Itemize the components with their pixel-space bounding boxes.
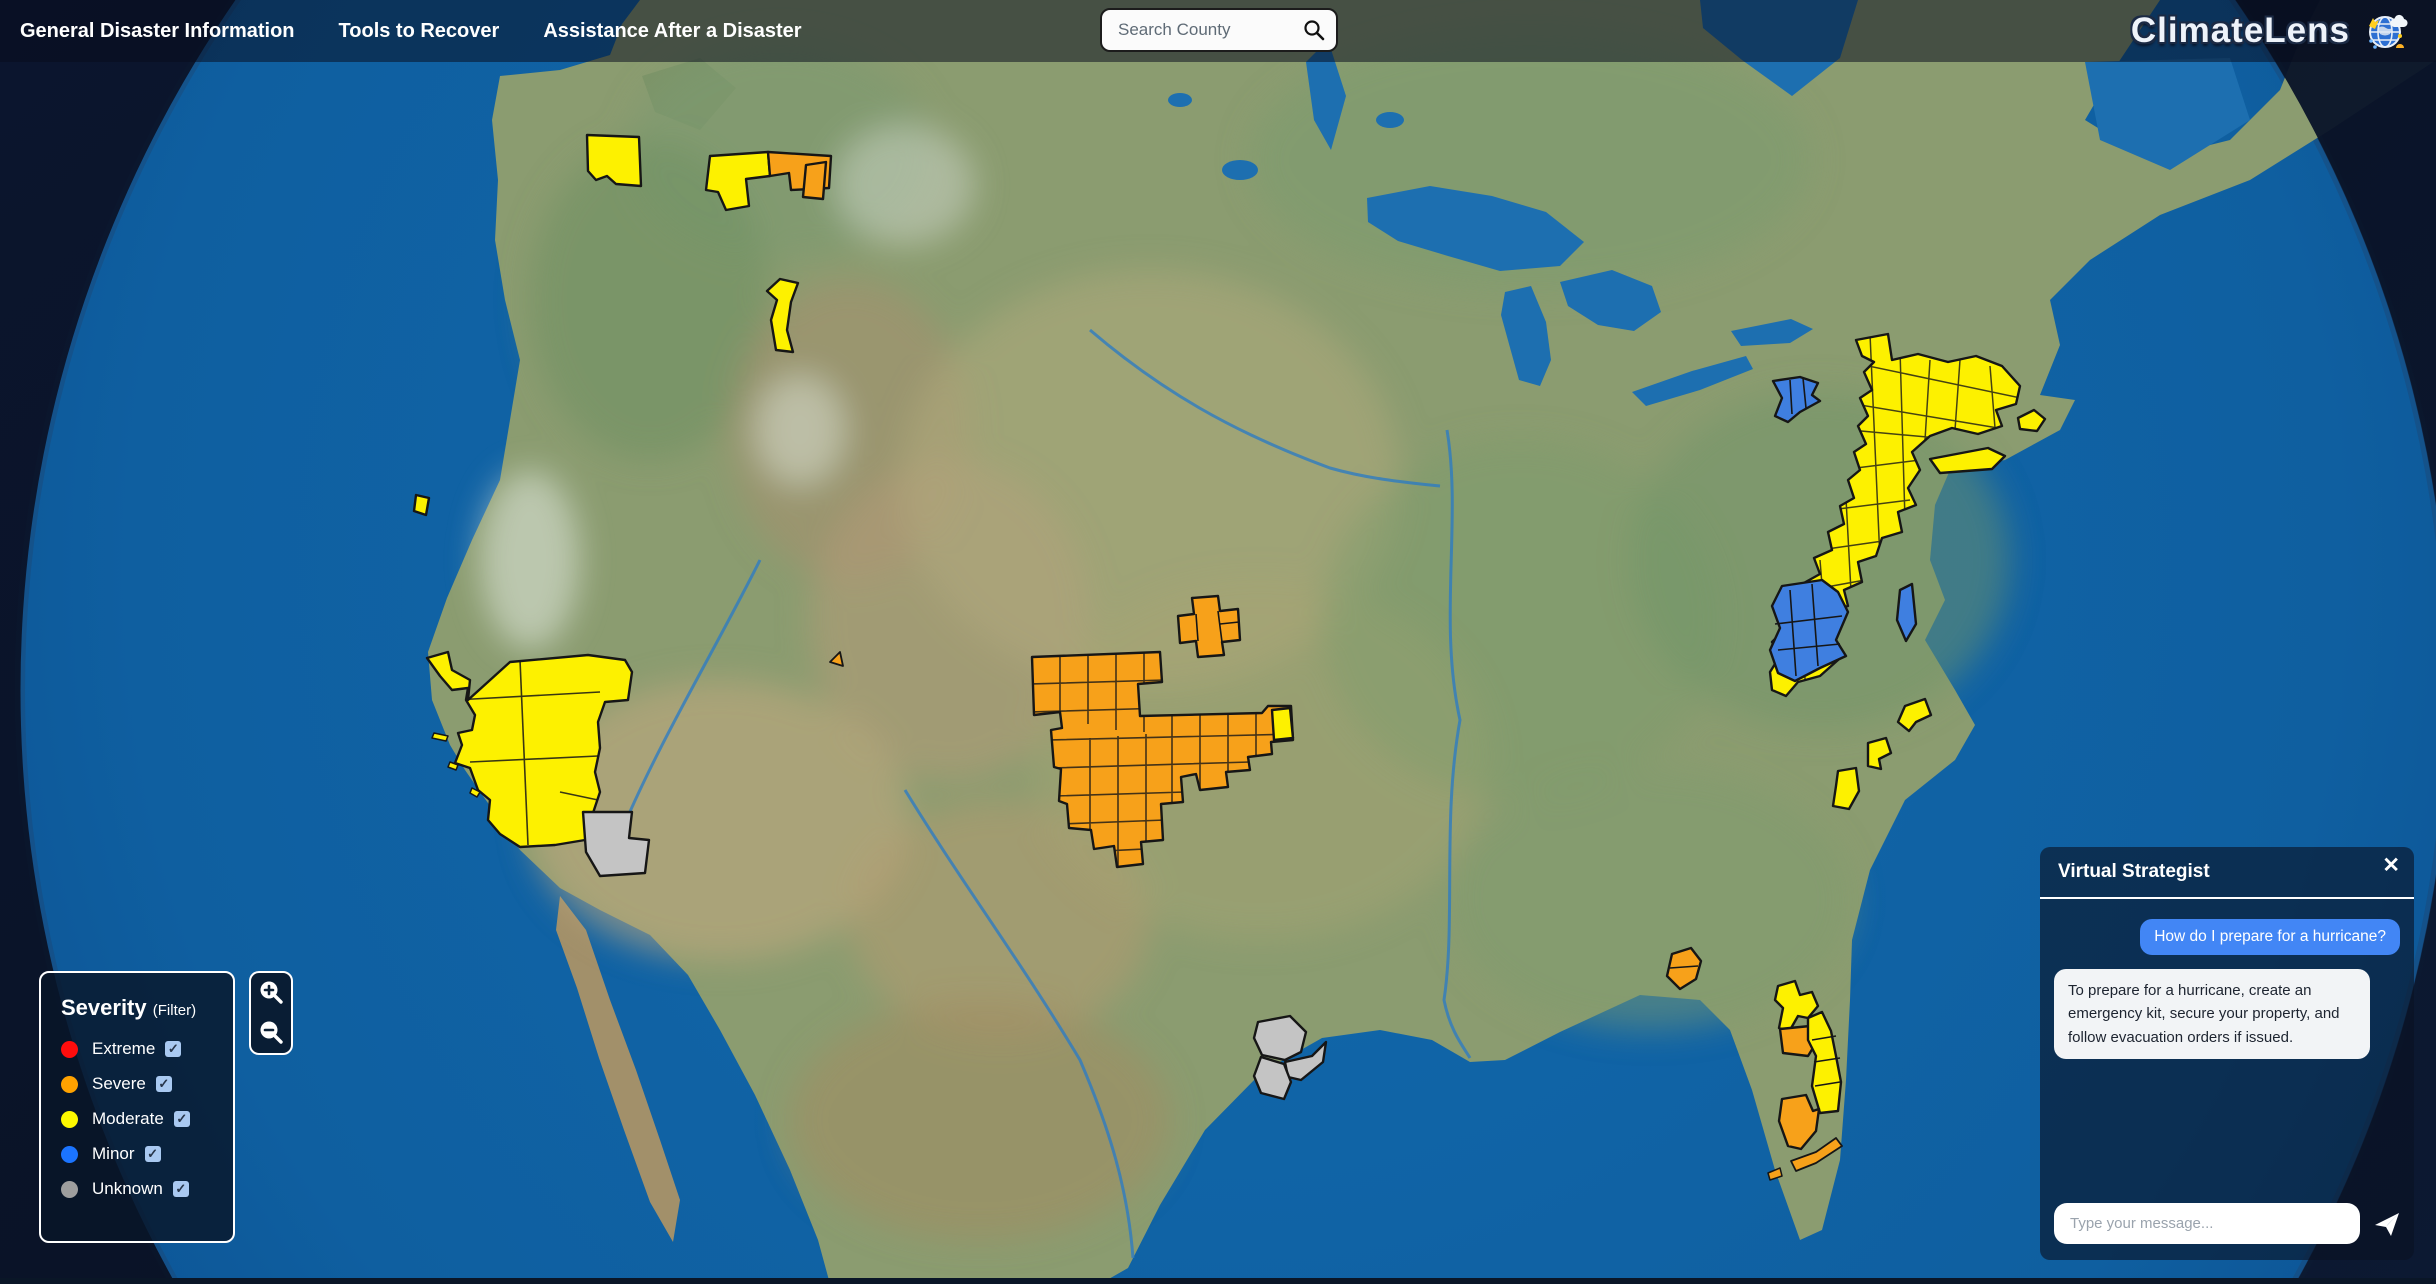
county-cluster-idaho — [765, 277, 800, 354]
globe-weather-icon — [2369, 14, 2408, 49]
county-cluster-socal — [425, 650, 634, 849]
legend-row-severe: Severe ✓ — [61, 1074, 217, 1094]
search-input[interactable] — [1100, 8, 1338, 52]
unknown-checkbox[interactable]: ✓ — [172, 1181, 189, 1197]
brand: ClimateLens — [2131, 6, 2410, 56]
chat-input-row — [2054, 1203, 2402, 1244]
moderate-dot — [61, 1110, 78, 1128]
chat-message-input[interactable] — [2054, 1203, 2360, 1244]
zoom-in-icon — [260, 981, 283, 1004]
moderate-label: Moderate — [92, 1109, 164, 1128]
minor-checkbox[interactable]: ✓ — [144, 1146, 161, 1162]
bottom-edge-strip — [0, 1278, 2436, 1284]
legend-row-moderate: Moderate ✓ — [61, 1109, 217, 1129]
moderate-checkbox[interactable]: ✓ — [173, 1111, 190, 1127]
severity-legend-panel: Severity (Filter) Extreme ✓ Severe ✓ Mod… — [39, 971, 235, 1243]
close-icon[interactable]: ✕ — [2382, 854, 2400, 877]
extreme-label: Extreme — [92, 1039, 156, 1058]
zoom-out-button[interactable] — [256, 1018, 286, 1048]
zoom-in-button[interactable] — [256, 978, 286, 1008]
county-colorado-severe — [829, 651, 844, 667]
chat-body: How do I prepare for a hurricane? To pre… — [2040, 899, 2414, 1059]
unknown-dot — [61, 1180, 78, 1198]
legend-row-minor: Minor ✓ — [61, 1144, 217, 1164]
search-icon[interactable] — [1302, 18, 1326, 42]
minor-label: Minor — [92, 1144, 135, 1163]
county-carolina-coast-3 — [1831, 766, 1861, 811]
virtual-strategist-panel: Virtual Strategist ✕ How do I prepare fo… — [2040, 847, 2414, 1260]
county-texas-arm-moderate — [1270, 706, 1295, 742]
nav-assistance-after-disaster[interactable]: Assistance After a Disaster — [543, 19, 802, 42]
county-cluster-texas-oklahoma — [1030, 650, 1295, 869]
county-carolina-coast-2 — [1866, 736, 1893, 771]
severe-label: Severe — [92, 1074, 146, 1093]
county-carolina-coast-1 — [1896, 697, 1933, 733]
brand-name: ClimateLens — [2130, 11, 2350, 50]
county-search — [1100, 8, 1338, 52]
legend-subtitle: (Filter) — [152, 1002, 197, 1019]
legend-row-unknown: Unknown ✓ — [61, 1179, 217, 1199]
chat-message-bot: To prepare for a hurricane, create an em… — [2054, 969, 2370, 1059]
county-cluster-lake-ontario-minor — [1771, 375, 1822, 424]
extreme-checkbox[interactable]: ✓ — [165, 1041, 182, 1057]
chat-message-user: How do I prepare for a hurricane? — [2140, 919, 2400, 955]
county-cluster-fl-severe-south — [1777, 1093, 1821, 1151]
county-overlays[interactable] — [412, 133, 2047, 1181]
county-cluster-norcal — [412, 493, 431, 517]
severe-checkbox[interactable]: ✓ — [155, 1076, 172, 1092]
county-cluster-arizona-unknown — [581, 810, 651, 878]
county-cape-cod — [2016, 408, 2047, 433]
nav-general-disaster-information[interactable]: General Disaster Information — [20, 19, 295, 42]
landmass — [428, 0, 2436, 1284]
legend-row-extreme: Extreme ✓ — [61, 1039, 217, 1059]
unknown-label: Unknown — [92, 1179, 163, 1198]
rivers — [620, 328, 1472, 1259]
county-fl-keys — [1790, 1137, 1843, 1172]
extreme-dot — [61, 1040, 78, 1058]
county-delmarva-minor — [1895, 582, 1918, 643]
zoom-out-icon — [260, 1021, 283, 1044]
county-cluster-washington — [585, 133, 643, 188]
county-long-island — [1928, 446, 2007, 475]
map-zoom-control — [249, 971, 293, 1055]
send-icon[interactable] — [2372, 1209, 2402, 1239]
county-cluster-virginia-minor — [1768, 578, 1850, 683]
chat-title: Virtual Strategist — [2058, 861, 2210, 882]
county-cluster-kansas — [1176, 594, 1242, 659]
county-cluster-txcoast-unknown — [1252, 1014, 1308, 1062]
county-cluster-montana-severe-2 — [801, 160, 828, 201]
legend-title: Severity (Filter) — [61, 995, 197, 1020]
county-cluster-fl-panhandle — [1665, 946, 1703, 991]
severe-dot — [61, 1075, 78, 1093]
nav-tools-to-recover[interactable]: Tools to Recover — [338, 19, 500, 42]
minor-dot — [61, 1145, 78, 1163]
chat-header: Virtual Strategist ✕ — [2040, 847, 2414, 899]
county-cluster-fl-moderate-mid — [1806, 1010, 1843, 1115]
